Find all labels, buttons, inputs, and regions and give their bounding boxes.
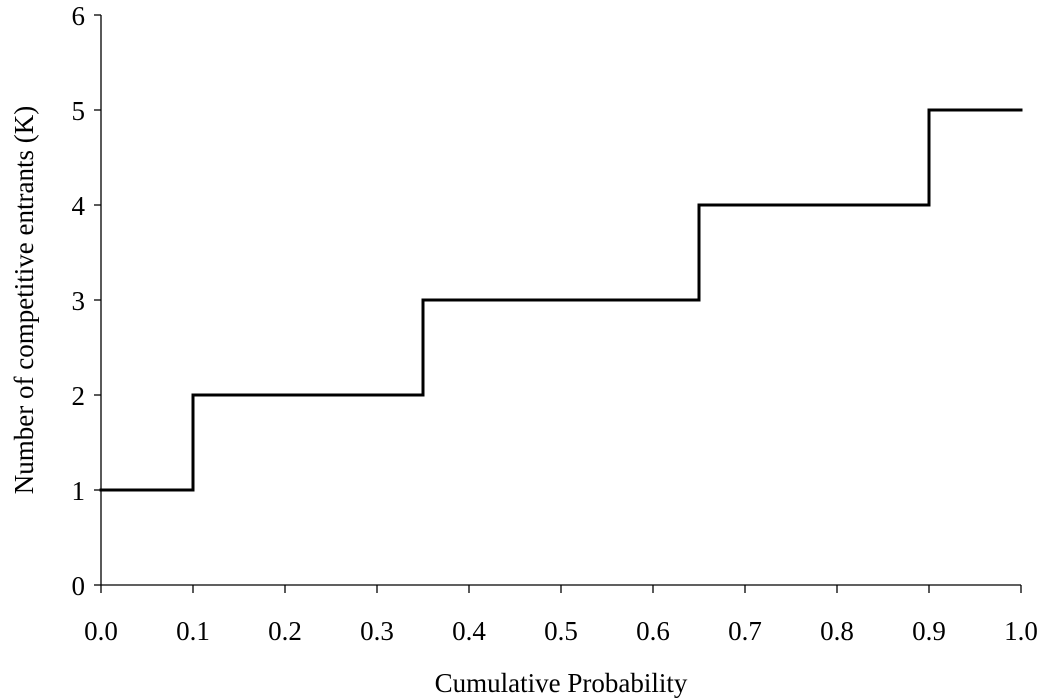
y-tick-label: 3 — [72, 286, 86, 316]
x-tick-label: 0.7 — [728, 616, 762, 646]
x-tick-label: 0.3 — [360, 616, 394, 646]
y-tick-label: 5 — [72, 96, 86, 126]
y-tick-label: 0 — [72, 571, 86, 601]
x-tick-label: 0.8 — [820, 616, 854, 646]
x-tick-label: 0.1 — [176, 616, 210, 646]
x-tick-label: 0.9 — [912, 616, 946, 646]
data-marks — [99, 108, 1023, 492]
axes — [94, 14, 1022, 593]
x-tick-label: 0.2 — [268, 616, 302, 646]
y-tick-label: 4 — [72, 191, 86, 221]
y-tick-label: 6 — [72, 1, 86, 31]
x-tick-label: 0.6 — [636, 616, 670, 646]
x-tick-label: 1.0 — [1004, 616, 1038, 646]
x-tick-label: 0.5 — [544, 616, 578, 646]
x-tick-label: 0.4 — [452, 616, 486, 646]
x-axis-title: Cumulative Probability — [435, 668, 688, 698]
x-tick-label: 0.0 — [84, 616, 118, 646]
y-axis-title: Number of competitive entrants (K) — [9, 106, 39, 494]
y-tick-label: 1 — [72, 476, 86, 506]
y-tick-label: 2 — [72, 381, 86, 411]
tick-labels: 0 1 2 3 4 5 6 0.0 0.1 0.2 0.3 0.4 0.5 0.6 0.7 0.8 0.9 1.0 — [72, 1, 1038, 646]
